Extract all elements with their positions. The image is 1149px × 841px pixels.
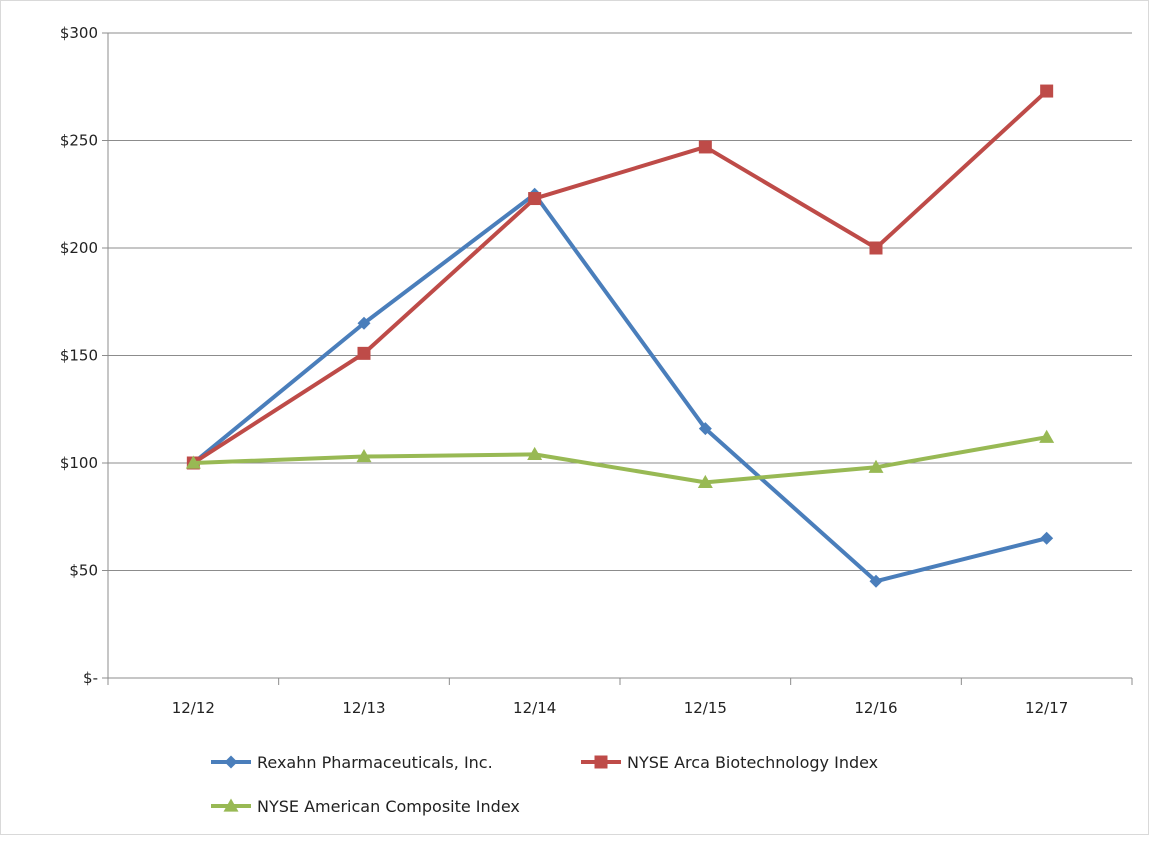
data-point-marker	[869, 241, 883, 255]
data-point-marker	[1040, 531, 1054, 545]
legend-label: NYSE Arca Biotechnology Index	[627, 753, 878, 772]
legend-swatch-marker	[594, 755, 608, 769]
data-point-marker	[528, 192, 542, 206]
series-2	[186, 84, 1054, 470]
series-3	[185, 429, 1055, 488]
y-tick-label: $50	[69, 562, 98, 580]
legend-swatch-marker	[224, 755, 238, 769]
data-point-marker	[357, 316, 371, 330]
data-point-marker	[356, 449, 372, 463]
y-tick-label: $150	[60, 347, 98, 365]
data-point-marker	[527, 446, 543, 461]
data-point-marker	[698, 140, 712, 154]
y-tick-label: $-	[83, 669, 98, 687]
x-tick-label: 12/14	[513, 699, 556, 717]
legend-label: NYSE American Composite Index	[257, 797, 520, 816]
y-tick-label: $250	[60, 132, 98, 150]
data-point-marker	[697, 474, 713, 488]
series-line	[191, 89, 1049, 465]
legend-item: NYSE Arca Biotechnology Index	[581, 753, 878, 772]
x-tick-label: 12/13	[342, 699, 385, 717]
data-point-marker	[869, 574, 883, 588]
legend: Rexahn Pharmaceuticals, Inc. NYSE Arca Bi…	[211, 753, 878, 816]
legend-item: Rexahn Pharmaceuticals, Inc.	[211, 753, 493, 772]
data-point-marker	[185, 455, 201, 469]
series-line	[191, 192, 1049, 584]
gridlines	[108, 32, 1132, 571]
legend-swatch-marker	[223, 798, 239, 812]
data-point-marker	[868, 459, 884, 473]
x-tick-label: 12/17	[1025, 699, 1068, 717]
data-point-marker	[357, 346, 371, 360]
x-tick-label: 12/15	[684, 699, 727, 717]
data-point-marker	[1039, 429, 1055, 443]
data-point-marker	[698, 422, 712, 436]
y-tick-label: $100	[60, 454, 98, 472]
y-tick-label: $200	[60, 239, 98, 257]
x-tick-label: 12/12	[172, 699, 215, 717]
series-line	[191, 435, 1049, 485]
data-point-marker	[1040, 84, 1054, 98]
x-tick-label: 12/16	[854, 699, 897, 717]
series-lines	[185, 84, 1055, 588]
legend-label: Rexahn Pharmaceuticals, Inc.	[257, 753, 493, 772]
y-tick-label: $300	[60, 24, 98, 42]
axes: $- $50 $100 $150 $200 $250 $300 12/12 12/13 12/14…	[60, 24, 1133, 717]
legend-item: NYSE American Composite Index	[211, 797, 520, 816]
